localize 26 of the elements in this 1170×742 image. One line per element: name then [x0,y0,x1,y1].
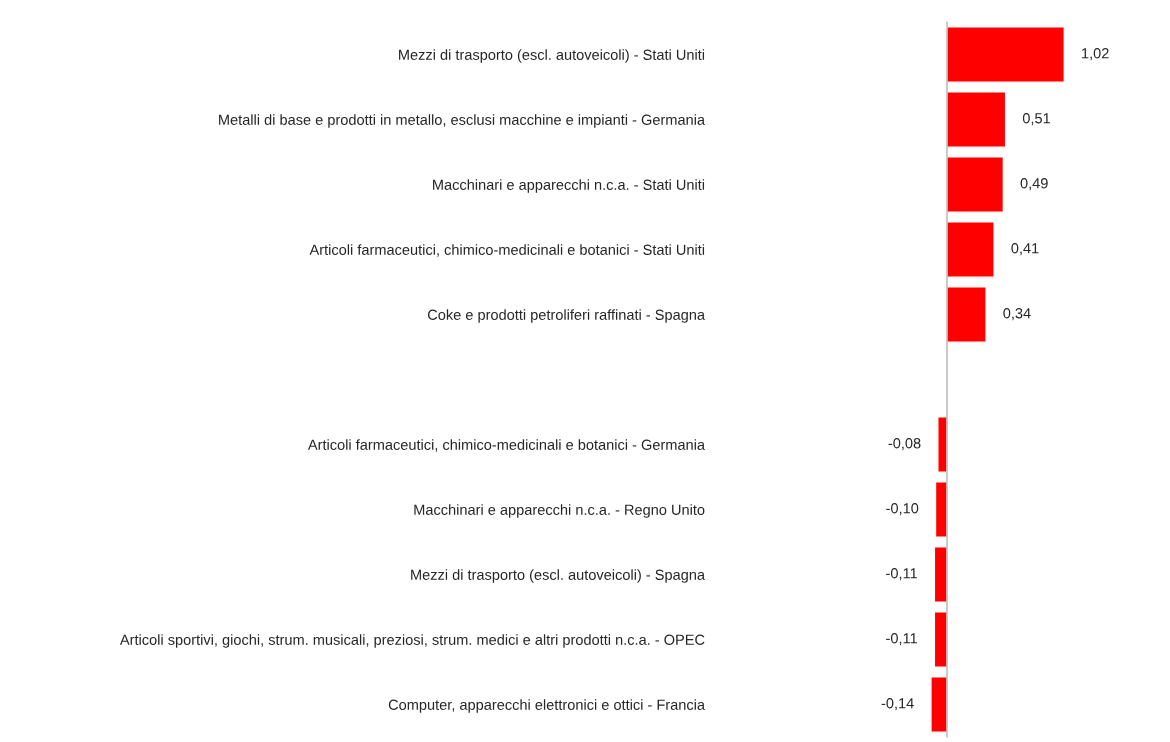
bar [946,286,987,343]
data-label: -0,10 [886,503,919,516]
data-label: 0,49 [1020,178,1048,191]
data-label: -0,14 [881,698,914,711]
y-tick-label: Articoli farmaceutici, chimico-medicinali e botanici - Stati Uniti [309,244,705,257]
y-tick-label: Macchinari e apparecchi n.c.a. - Regno Unito [414,504,705,518]
data-label: 0,34 [1003,308,1031,321]
y-tick-label: Mezzi di trasporto (escl. autoveicoli) - Stati Uniti [399,49,705,63]
y-tick-label: Computer, apparecchi elettronici e ottici - Francia [388,699,706,713]
data-label: 1,02 [1082,48,1109,61]
y-tick-label: Metalli di base e prodotti in metallo, esclusi macchine e impianti - Germania [219,114,706,128]
bar [946,91,1007,148]
bar [946,156,1005,213]
bar [946,26,1065,83]
y-tick-label: Macchinari e apparecchi n.c.a. - Stati Uniti [433,179,705,193]
data-label: -0,11 [886,633,917,646]
bar [930,676,948,733]
data-label: 0,41 [1011,243,1039,256]
data-label: -0,11 [886,568,917,581]
y-tick-label: Mezzi di trasporto (escl. autoveicoli) - Spagna [411,569,706,583]
data-label: 0,51 [1022,113,1050,126]
y-tick-label: Articoli farmaceutici, chimico-medicinali e botanici - Germania [307,439,706,452]
data-label: -0,08 [888,438,921,451]
y-tick-label: Coke e prodotti petroliferi raffinati - Spagna [427,309,706,323]
y-tick-label: Articoli sportivi, giochi, strum. musicali, preziosi, strum. medici e altri prodotti n.c.a. - OPEC [119,634,705,648]
bar [946,221,995,278]
